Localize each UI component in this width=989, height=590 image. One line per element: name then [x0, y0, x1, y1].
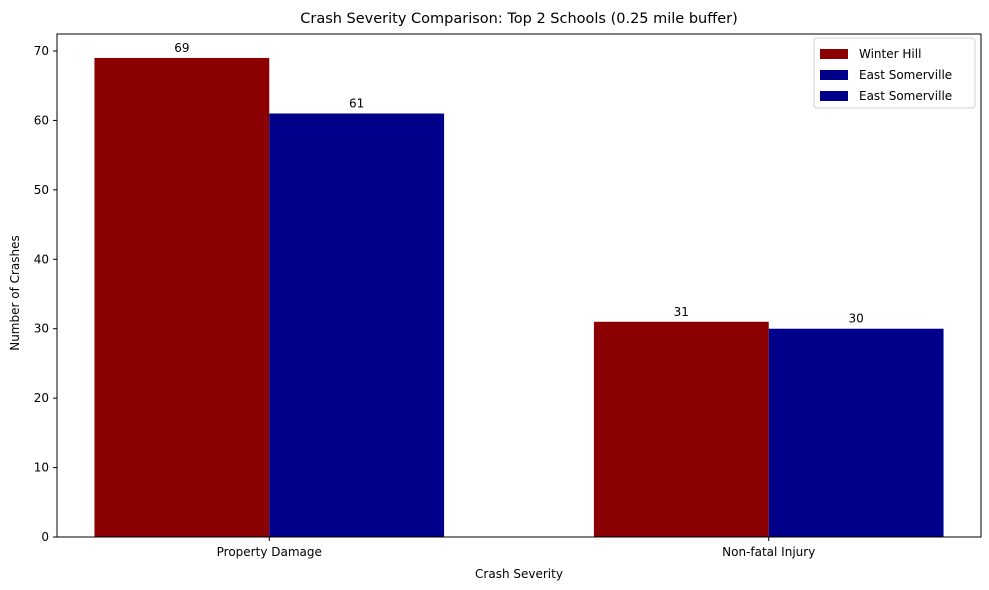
legend-swatch-0 [820, 49, 848, 59]
legend-label-0: Winter Hill [859, 47, 921, 61]
x-tick-label: Property Damage [217, 545, 322, 559]
plot-area: 69 31 61 30 0 10 20 30 40 50 60 70 Property Damage No… [34, 33, 982, 559]
legend-frame [813, 37, 976, 109]
x-tick-label: Non-fatal Injury [722, 545, 815, 559]
y-tick-label: 50 [34, 183, 49, 197]
plot-frame [56, 33, 982, 538]
y-tick-label: 10 [34, 461, 49, 475]
legend-swatch-2 [820, 91, 848, 101]
bar-1-0 [269, 113, 445, 537]
y-axis-label: Number of Crashes [8, 235, 22, 351]
legend: Winter Hill East Somerville East Somervill… [813, 37, 976, 109]
y-tick-label: 0 [41, 530, 49, 544]
bar-value-label: 30 [848, 312, 863, 326]
chart-title: Crash Severity Comparison: Top 2 Schools… [300, 11, 738, 27]
bar-value-label: 61 [349, 96, 364, 110]
x-axis-label: Crash Severity [475, 567, 563, 581]
y-tick-label: 70 [34, 44, 49, 58]
legend-label-2: East Somerville [859, 89, 952, 103]
bar-value-label: 31 [674, 305, 689, 319]
y-tick-label: 20 [34, 391, 49, 405]
y-tick-label: 60 [34, 113, 49, 127]
y-tick-label: 30 [34, 322, 49, 336]
bar-1-1 [768, 328, 944, 537]
y-tick-label: 40 [34, 252, 49, 266]
legend-swatch-1 [820, 70, 848, 80]
bar-value-label: 69 [174, 41, 189, 55]
bar-0-0 [94, 57, 270, 537]
legend-label-1: East Somerville [859, 68, 952, 82]
bar-0-1 [593, 321, 769, 537]
